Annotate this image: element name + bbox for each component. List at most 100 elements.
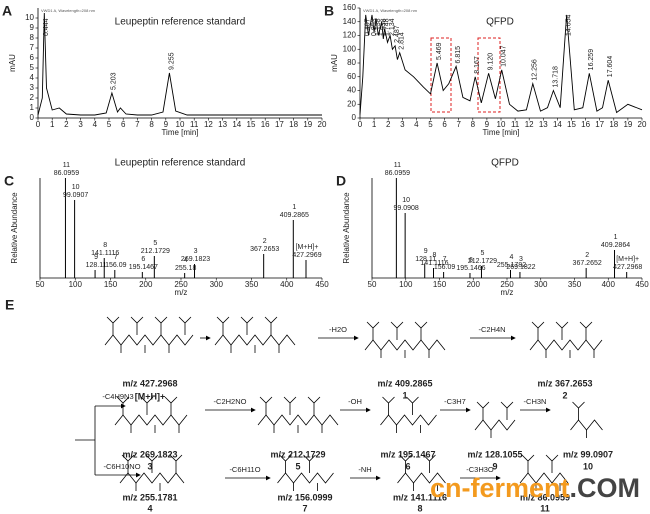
x-tick-label: 100 xyxy=(399,280,413,289)
y-tick-label: 80 xyxy=(347,58,356,67)
peak-mz: 409.2864 xyxy=(601,242,630,249)
compound-id: [M+H]+ xyxy=(135,391,166,401)
compound-id: 2 xyxy=(562,390,567,400)
x-tick-label: 2 xyxy=(386,120,391,129)
instrument-header: VWD1 A, Wavelength=208 nm xyxy=(41,8,96,13)
compound-mz: m/z 86.0959 xyxy=(520,492,570,502)
peak-mz: 195.1466 xyxy=(456,265,485,272)
molecule-sidechain xyxy=(154,316,168,335)
panel-letter: A xyxy=(2,3,12,19)
peak-mz: 86.0959 xyxy=(54,170,79,177)
x-tick-label: 7 xyxy=(135,120,140,129)
y-tick-label: 100 xyxy=(343,44,357,53)
watermark: cn-ferment.COM xyxy=(430,473,640,503)
x-tick-label: 13 xyxy=(218,120,227,129)
peak-id: 11 xyxy=(394,162,401,169)
compound-mz: m/z 141.1116 xyxy=(393,492,447,502)
x-tick-label: 14 xyxy=(232,120,241,129)
molecule-sidechain xyxy=(216,316,230,335)
x-tick-label: 15 xyxy=(567,120,576,129)
molecule-sidechain xyxy=(169,454,183,473)
x-tick-label: 10 xyxy=(176,120,185,129)
peak-mz: 212.1729 xyxy=(468,258,497,265)
y-tick-label: 6 xyxy=(30,53,35,62)
y-tick-label: 8 xyxy=(30,33,35,42)
loss-label: -H2O xyxy=(329,325,347,334)
x-tick-label: 50 xyxy=(368,280,377,289)
x-tick-label: 16 xyxy=(261,120,270,129)
chart-title: Leupeptin reference standard xyxy=(115,17,246,28)
compound-mz: m/z 212.1729 xyxy=(270,449,325,459)
molecule-sidechain xyxy=(140,396,154,415)
peak-id: 8 xyxy=(433,252,437,259)
loss-label: -C3H7 xyxy=(444,397,466,406)
peak-mz: 367.2652 xyxy=(573,260,602,267)
molecule-sidechain xyxy=(145,454,159,473)
x-axis-label: m/z xyxy=(501,288,514,297)
x-tick-label: 18 xyxy=(609,120,618,129)
y-tick-label: 7 xyxy=(30,43,35,52)
compound-id: 7 xyxy=(302,503,307,513)
peak-label: 0.853 xyxy=(371,18,378,36)
x-tick-label: 1 xyxy=(50,120,55,129)
peak-label: 9.255 xyxy=(168,52,175,70)
molecule-sidechain xyxy=(423,454,436,473)
molecule-backbone xyxy=(119,472,185,484)
x-axis-label: Time [min] xyxy=(161,128,198,137)
compound-mz: m/z 156.0999 xyxy=(277,492,332,502)
y-tick-label: 9 xyxy=(30,23,35,32)
x-tick-label: 250 xyxy=(500,280,514,289)
peak-label: 2.814 xyxy=(399,32,406,50)
x-tick-label: 2 xyxy=(64,120,69,129)
chart-title: QFPD xyxy=(486,17,514,28)
x-tick-label: 18 xyxy=(289,120,298,129)
peak-mz: 86.0959 xyxy=(385,170,410,177)
peak-label: 8.167 xyxy=(474,56,481,74)
peak-mz: 409.2865 xyxy=(280,212,309,219)
chart-title: Leupeptin reference standard xyxy=(115,158,246,169)
fragmentation-scheme: E m/z 427.2968 [M+H]+ m/z 409.2865 1 m/z… xyxy=(5,297,613,514)
peak-label: 1.138 xyxy=(375,18,382,36)
y-tick-label: 120 xyxy=(343,31,357,40)
y-tick-label: 5 xyxy=(30,63,35,72)
loss-label: -C2H2NO xyxy=(214,397,247,406)
peak-id: 3 xyxy=(194,248,198,255)
peak-mz: 128.11 xyxy=(86,262,107,269)
peak-label: 0.444 xyxy=(43,18,50,36)
peak-id: 1 xyxy=(614,234,618,241)
peak-mz: 156.09 xyxy=(105,262,127,269)
peak-label: 12.256 xyxy=(532,59,539,81)
compound-mz: m/z 409.2865 xyxy=(377,378,432,388)
x-tick-label: 350 xyxy=(245,280,259,289)
peak-mz: 128.11 xyxy=(415,256,436,263)
loss-label: -C4H9N3 xyxy=(102,392,133,401)
x-tick-label: 4 xyxy=(93,120,98,129)
compound-mz: m/z 128.1055 xyxy=(467,449,522,459)
peak-mz: 141.1116 xyxy=(420,260,448,267)
molecule-backbone xyxy=(104,334,194,346)
x-tick-label: 6 xyxy=(121,120,126,129)
x-tick-label: 450 xyxy=(315,280,329,289)
peak-id: 2 xyxy=(263,238,267,245)
panel-letter: C xyxy=(4,173,14,189)
compound-mz: m/z 269.1823 xyxy=(122,449,177,459)
molecule-sidechain xyxy=(130,316,144,335)
peak-id: 5 xyxy=(481,250,485,257)
y-tick-label: 0 xyxy=(30,113,35,122)
highlight-box xyxy=(477,37,501,113)
molecule-sidechain xyxy=(521,454,535,473)
peak-label: 9.120 xyxy=(487,53,494,71)
peak-mz: 141.1116 xyxy=(91,250,119,257)
peak-id: [M+H]+ xyxy=(296,244,319,251)
compound-mz: m/z 367.2653 xyxy=(537,378,592,388)
molecule-backbone xyxy=(364,339,446,351)
molecule-backbone xyxy=(114,414,188,426)
molecule-sidechain xyxy=(164,396,178,415)
molecule-sidechain xyxy=(382,396,395,415)
peak-id: 3 xyxy=(519,256,523,263)
x-tick-label: 200 xyxy=(139,280,153,289)
x-tick-label: 300 xyxy=(210,280,224,289)
molecule-sidechain xyxy=(121,454,135,473)
chart-title: QFPD xyxy=(491,158,519,169)
